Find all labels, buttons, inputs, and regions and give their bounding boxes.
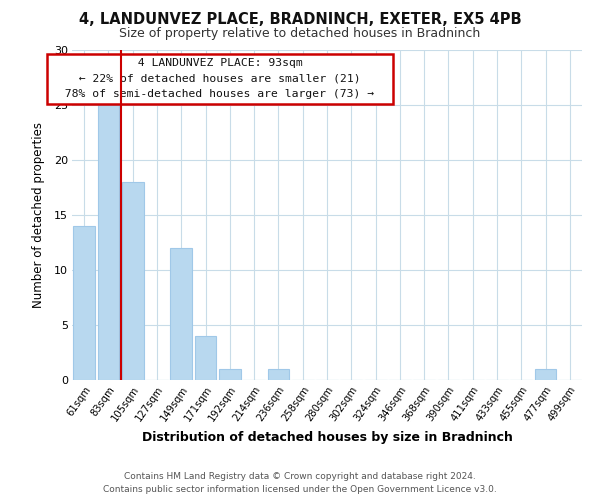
Text: 4, LANDUNVEZ PLACE, BRADNINCH, EXETER, EX5 4PB: 4, LANDUNVEZ PLACE, BRADNINCH, EXETER, E…: [79, 12, 521, 28]
Bar: [219, 369, 241, 380]
Bar: [268, 369, 289, 380]
X-axis label: Distribution of detached houses by size in Bradninch: Distribution of detached houses by size …: [142, 432, 512, 444]
Text: Contains HM Land Registry data © Crown copyright and database right 2024.
Contai: Contains HM Land Registry data © Crown c…: [103, 472, 497, 494]
Bar: [73, 226, 95, 380]
Bar: [535, 369, 556, 380]
Bar: [122, 182, 143, 380]
Bar: [194, 336, 217, 380]
Y-axis label: Number of detached properties: Number of detached properties: [32, 122, 46, 308]
Bar: [170, 248, 192, 380]
Text: Size of property relative to detached houses in Bradninch: Size of property relative to detached ho…: [119, 28, 481, 40]
Text: 4 LANDUNVEZ PLACE: 93sqm  
  ← 22% of detached houses are smaller (21)  
  78% o: 4 LANDUNVEZ PLACE: 93sqm ← 22% of detach…: [52, 58, 388, 100]
Bar: [97, 105, 119, 380]
